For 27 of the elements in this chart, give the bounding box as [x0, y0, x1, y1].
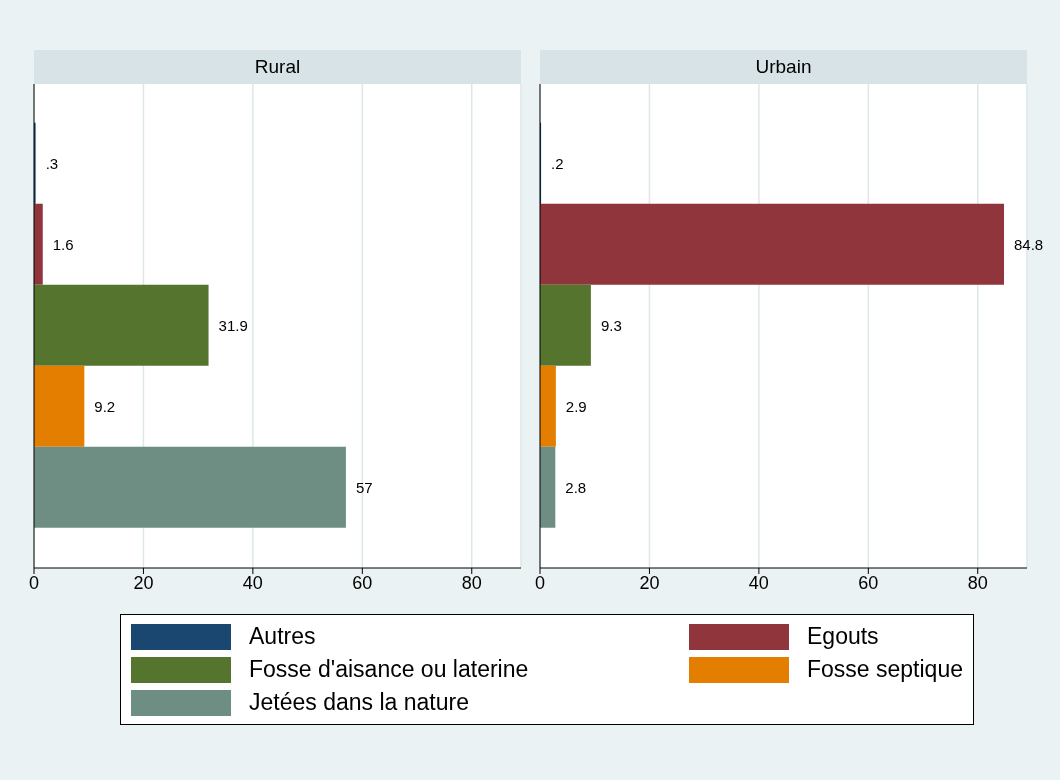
- x-tick-label: 0: [534, 572, 546, 593]
- data-label: .3: [45, 154, 59, 172]
- data-label: 9.2: [94, 397, 116, 415]
- data-label: .2: [551, 154, 564, 172]
- x-tick-label: 20: [133, 572, 154, 593]
- legend-label: Autres: [249, 623, 316, 650]
- x-tick-label: 60: [858, 572, 879, 593]
- x-tick-label: 40: [748, 572, 769, 593]
- data-label: 84.8: [1014, 235, 1044, 253]
- x-tick-label: 80: [967, 572, 988, 593]
- x-tick-label: 40: [242, 572, 263, 593]
- data-label: 31.9: [218, 316, 248, 334]
- data-label: 9.3: [600, 316, 622, 334]
- x-tick-label: 80: [461, 572, 482, 593]
- x-tick-label: 60: [352, 572, 373, 593]
- data-label: 2.8: [565, 478, 587, 496]
- x-tick-label: 0: [28, 572, 40, 593]
- data-label: 2.9: [565, 397, 587, 415]
- legend-label: Fosse septique: [807, 656, 963, 683]
- data-label: 1.6: [52, 235, 74, 253]
- data-label: 57: [355, 478, 373, 496]
- chart-title: Urbain: [540, 50, 1027, 84]
- legend-label: Fosse d'aisance ou laterine: [249, 656, 529, 683]
- x-tick-label: 20: [639, 572, 660, 593]
- legend-label: Jetées dans la nature: [249, 689, 469, 716]
- legend-label: Egouts: [807, 623, 879, 650]
- chart-title: Rural: [34, 50, 521, 84]
